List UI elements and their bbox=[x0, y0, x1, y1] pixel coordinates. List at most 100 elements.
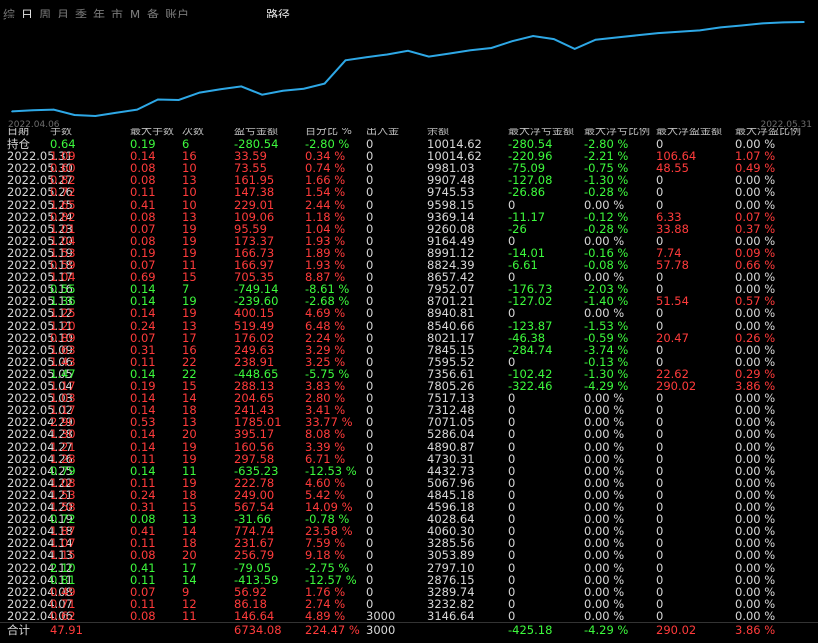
cell: 0 bbox=[508, 463, 516, 478]
table-row[interactable]: 2022.05.13 1.36 0.14 19 -239.60 -2.68 % 0 8701.… bbox=[0, 294, 818, 310]
tab-7[interactable]: M bbox=[129, 8, 141, 22]
table-row[interactable]: 2022.05.18 0.59 0.07 11 166.97 1.93 % 0 8824.39… bbox=[0, 258, 818, 274]
cell: 2022.05.06 bbox=[7, 354, 73, 369]
column-header[interactable]: 出入金 bbox=[366, 128, 399, 136]
column-header[interactable]: 最大浮盈比例 bbox=[735, 128, 801, 136]
table-row[interactable]: 2022.04.19 0.72 0.08 13 -31.66 -0.78 % 0 4028.6… bbox=[0, 512, 818, 528]
cell: 2022.05.24 bbox=[7, 209, 73, 224]
cell: 1.04 bbox=[50, 270, 76, 285]
table-row[interactable]: 2022.05.03 1.03 0.14 14 204.65 2.80 % 0 7517.13… bbox=[0, 391, 818, 407]
position-row[interactable]: 持仓 0.64 0.19 6 -280.54 -2.80 % 0 10014.62 -280.5… bbox=[0, 137, 818, 153]
table-row[interactable]: 2022.05.30 0.60 0.08 10 73.55 0.74 % 0 9981.03 -… bbox=[0, 161, 818, 177]
cell: 9164.49 bbox=[427, 233, 475, 248]
table-row[interactable]: 2022.05.06 1.43 0.11 22 238.91 3.25 % 0 7595.52… bbox=[0, 355, 818, 371]
cell: 0.00 % bbox=[735, 173, 776, 188]
column-header[interactable]: 最大浮盈金额 bbox=[656, 128, 722, 136]
table-row[interactable]: 2022.04.08 0.49 0.07 9 56.92 1.76 % 0 3289.74 0 0… bbox=[0, 585, 818, 601]
cell: 合计 bbox=[7, 623, 30, 637]
cell: 10014.62 bbox=[427, 149, 482, 164]
cell: 0.00 % bbox=[584, 391, 625, 406]
table-row[interactable]: 2022.05.05 1.47 0.14 22 -448.65 -5.75 % 0 7356.… bbox=[0, 367, 818, 383]
table-row[interactable]: 2022.05.04 1.17 0.19 15 288.13 3.83 % 0 7805.26… bbox=[0, 379, 818, 395]
table-row[interactable]: 2022.05.20 1.04 0.08 19 173.37 1.93 % 0 9164.49… bbox=[0, 234, 818, 250]
column-header[interactable]: 日期 bbox=[7, 128, 29, 136]
table-row[interactable]: 2022.05.17 1.04 0.69 15 705.35 8.87 % 0 8657.42… bbox=[0, 270, 818, 286]
equity-point bbox=[32, 109, 34, 112]
cell: 0.82 bbox=[50, 173, 76, 188]
table-row[interactable]: 2022.04.25 0.79 0.14 11 -635.23 -12.53 % 0 4432… bbox=[0, 464, 818, 480]
column-header[interactable]: 次数 bbox=[182, 128, 204, 136]
cell: 0.00 % bbox=[735, 354, 776, 369]
cell: 0.00 % bbox=[735, 500, 776, 514]
table-row[interactable]: 2022.05.24 0.82 0.08 13 109.06 1.18 % 0 9369.14… bbox=[0, 210, 818, 226]
table-row[interactable]: 2022.04.14 1.07 0.11 18 231.67 7.59 % 0 3285.56… bbox=[0, 536, 818, 552]
cell: 106.64 bbox=[656, 149, 697, 164]
column-header[interactable]: 余额 bbox=[427, 128, 449, 136]
cell: 0.00 % bbox=[584, 536, 625, 551]
table-row[interactable]: 2022.05.10 0.89 0.07 17 176.02 2.24 % 0 8021.17… bbox=[0, 331, 818, 347]
column-header[interactable]: 盈亏金额 bbox=[234, 128, 278, 136]
equity-point bbox=[678, 31, 680, 33]
cell: 0.64 bbox=[50, 137, 76, 151]
cell: 0 bbox=[508, 415, 516, 430]
cell: 0.00 % bbox=[735, 475, 776, 490]
cell: 13 bbox=[182, 209, 197, 224]
table-row[interactable]: 2022.04.21 1.53 0.24 18 249.00 5.42 % 0 4845.18… bbox=[0, 488, 818, 504]
cell: 0.00 % bbox=[735, 197, 776, 212]
cell: 0.14 bbox=[130, 427, 156, 442]
column-header[interactable]: 百分比 % bbox=[305, 128, 352, 136]
cell: 0 bbox=[656, 596, 664, 611]
cell: 1.18 % bbox=[305, 209, 346, 224]
table-row[interactable]: 2022.04.11 0.81 0.11 14 -413.59 -12.57 % 0 2876… bbox=[0, 573, 818, 589]
cell: 0 bbox=[366, 258, 374, 272]
table-row[interactable]: 2022.04.07 0.71 0.11 12 86.18 2.74 % 0 3232.82 0… bbox=[0, 597, 818, 613]
cell: 146.64 bbox=[234, 608, 275, 623]
table-row[interactable]: 2022.04.28 1.30 0.14 20 395.17 8.08 % 0 5286.04… bbox=[0, 427, 818, 443]
cell: 0 bbox=[656, 560, 664, 575]
table-row[interactable]: 2022.05.31 1.09 0.14 16 33.59 0.34 % 0 10014.62… bbox=[0, 149, 818, 165]
table-row[interactable]: 2022.04.22 1.08 0.11 19 222.78 4.60 % 0 5067.96… bbox=[0, 476, 818, 492]
table-row[interactable]: 2022.04.26 1.28 0.11 19 297.58 6.71 % 0 4730.31… bbox=[0, 452, 818, 468]
table-row[interactable]: 2022.04.13 1.15 0.08 20 256.79 9.18 % 0 3053.89… bbox=[0, 548, 818, 564]
table-row[interactable]: 2022.05.25 1.65 0.41 10 229.01 2.44 % 0 9598.15… bbox=[0, 198, 818, 214]
cell: 0.07 bbox=[130, 221, 156, 236]
column-header[interactable]: 手数 bbox=[50, 128, 72, 136]
table-row[interactable]: 2022.05.23 1.01 0.07 19 95.59 1.04 % 0 9260.08 -… bbox=[0, 222, 818, 238]
cell: 166.97 bbox=[234, 258, 275, 272]
table-row[interactable]: 2022.04.18 1.87 0.41 14 774.74 23.58 % 0 4060.3… bbox=[0, 524, 818, 540]
cell: 0 bbox=[366, 245, 374, 260]
cell: 3289.74 bbox=[427, 584, 475, 599]
table-row[interactable]: 2022.05.19 1.53 0.19 19 166.73 1.89 % 0 8991.12… bbox=[0, 246, 818, 262]
cell: 20 bbox=[182, 548, 197, 563]
cell: 0.14 bbox=[130, 391, 156, 406]
table-row[interactable]: 2022.04.12 2.10 0.41 17 -79.05 -2.75 % 0 2797.1… bbox=[0, 561, 818, 577]
cell: 229.01 bbox=[234, 197, 275, 212]
cell: 2.24 % bbox=[305, 330, 346, 345]
table-row[interactable]: 2022.05.02 1.17 0.14 18 241.43 3.41 % 0 7312.48… bbox=[0, 403, 818, 419]
column-header[interactable]: 最大手数 bbox=[130, 128, 174, 136]
cell: -0.59 % bbox=[584, 330, 629, 345]
table-row[interactable]: 2022.05.12 1.25 0.14 19 400.15 4.69 % 0 8940.81… bbox=[0, 306, 818, 322]
table-row[interactable]: 2022.05.09 1.63 0.31 16 249.63 3.29 % 0 7845.15… bbox=[0, 343, 818, 359]
equity-point bbox=[240, 85, 243, 88]
table-row[interactable]: 2022.04.20 1.58 0.31 15 567.54 14.09 % 0 4596.1… bbox=[0, 500, 818, 516]
equity-point bbox=[115, 111, 118, 114]
cell: 0.82 bbox=[50, 209, 76, 224]
cell: 6 bbox=[182, 137, 190, 151]
table-row[interactable]: 2022.05.26 0.72 0.11 10 147.38 1.54 % 0 9745.53… bbox=[0, 185, 818, 201]
cell: 0 bbox=[656, 463, 664, 478]
column-header[interactable]: 最大浮亏比例 bbox=[584, 128, 650, 136]
cell: 1.21 bbox=[50, 439, 76, 454]
total-row[interactable]: 合计 47.91 6734.08 224.47 % 3000 -425.18 -4.29 %… bbox=[0, 623, 818, 639]
cell: 1.25 bbox=[50, 306, 76, 321]
table-row[interactable]: 2022.04.27 1.21 0.14 19 160.56 3.39 % 0 4890.87… bbox=[0, 440, 818, 456]
table-row[interactable]: 2022.05.11 1.20 0.24 13 519.49 6.48 % 0 8540.66… bbox=[0, 319, 818, 335]
equity-line bbox=[11, 21, 805, 118]
table-row[interactable]: 2022.05.16 0.55 0.14 7 -749.14 -8.61 % 0 7952.0… bbox=[0, 282, 818, 298]
cell: 0 bbox=[508, 560, 516, 575]
column-header[interactable]: 最大浮亏金额 bbox=[508, 128, 574, 136]
equity-point bbox=[94, 115, 97, 117]
table-row[interactable]: 2022.05.27 0.82 0.08 13 161.95 1.66 % 0 9907.48… bbox=[0, 173, 818, 189]
table-row[interactable]: 2022.04.06 0.62 0.08 11 146.64 4.89 % 3000 3146… bbox=[0, 609, 818, 625]
table-row[interactable]: 2022.04.29 2.90 0.53 13 1785.01 33.77 % 0 7071.… bbox=[0, 415, 818, 431]
